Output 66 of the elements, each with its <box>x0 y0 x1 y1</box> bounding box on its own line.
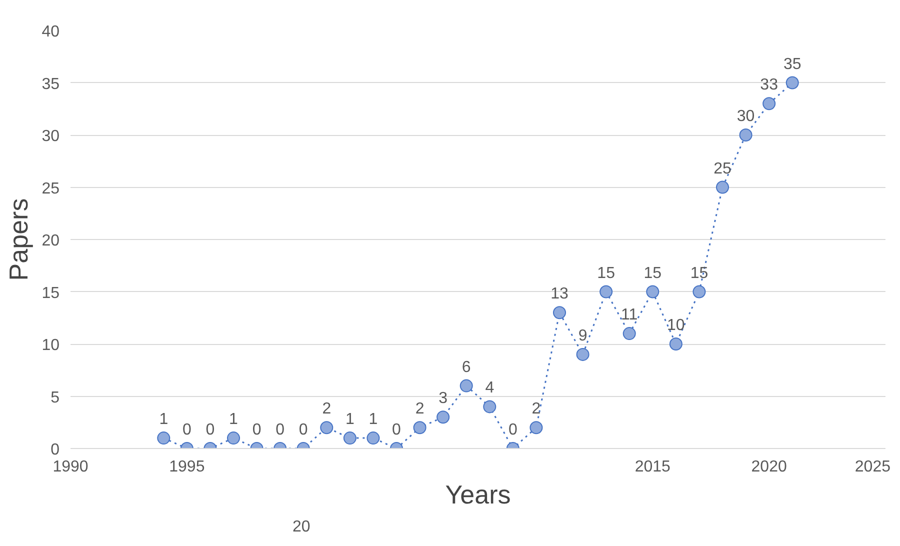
y-tick-label: 35 <box>42 76 60 93</box>
data-label: 0 <box>392 422 402 438</box>
y-tick-label: 5 <box>50 389 60 406</box>
x-tick-label: 1990 <box>52 458 88 476</box>
data-label: 15 <box>597 264 616 282</box>
y-tick-label: 10 <box>42 337 60 354</box>
point <box>646 285 660 298</box>
point <box>320 421 334 434</box>
x-tick-label: 2025 <box>854 458 891 476</box>
y-tick-label: 40 <box>42 24 60 40</box>
data-label: 0 <box>298 422 308 438</box>
x-axis-title: Years <box>445 480 511 510</box>
point <box>622 327 636 340</box>
data-label: 10 <box>667 317 685 334</box>
data-label: 2 <box>532 400 541 418</box>
point <box>483 400 496 414</box>
y-axis-title: Papers <box>4 198 34 281</box>
data-label: 0 <box>252 422 262 438</box>
data-label: 2 <box>322 400 332 418</box>
data-label: 6 <box>462 358 471 376</box>
data-label: 1 <box>229 411 238 428</box>
data-label: 13 <box>550 286 568 303</box>
point <box>157 432 170 445</box>
data-label: 33 <box>760 76 778 94</box>
data-label: 1 <box>345 411 354 428</box>
y-tick-label: 0 <box>50 442 60 458</box>
point <box>762 97 776 110</box>
y-tick-label: 15 <box>42 284 60 302</box>
data-label: 0 <box>508 422 518 438</box>
point <box>576 348 590 361</box>
data-label: 0 <box>276 422 285 438</box>
x-tick-label: 2020 <box>751 458 787 476</box>
point <box>460 379 473 392</box>
x-tick-label: 1995 <box>169 458 205 476</box>
y-tick-label: 20 <box>42 232 60 250</box>
point <box>343 432 356 445</box>
point <box>716 180 729 194</box>
data-label: 11 <box>621 306 638 324</box>
data-label: 25 <box>714 160 732 178</box>
data-label: 35 <box>783 56 802 73</box>
data-label: 1 <box>368 411 378 428</box>
point <box>530 421 543 434</box>
data-label: 0 <box>182 422 192 438</box>
point <box>227 432 240 445</box>
point <box>413 421 426 434</box>
data-label: 3 <box>438 390 448 408</box>
point <box>739 128 752 142</box>
point <box>786 76 799 90</box>
y-tick-label: 25 <box>42 180 60 198</box>
text: 20 <box>292 518 310 536</box>
data-label: 2 <box>415 400 424 418</box>
data-label: 30 <box>736 108 755 125</box>
data-label: 0 <box>206 422 215 438</box>
x-tick-label: 2015 <box>634 458 671 476</box>
point <box>669 338 682 350</box>
point <box>436 410 450 424</box>
point <box>553 306 566 320</box>
data-label: 4 <box>485 380 494 397</box>
data-label: 15 <box>644 264 662 282</box>
data-label: 15 <box>690 264 708 282</box>
point <box>600 285 613 298</box>
y-tick-label: 30 <box>42 128 60 145</box>
point <box>366 432 380 445</box>
data-label: 9 <box>578 327 588 344</box>
point <box>692 285 706 298</box>
data-label: 1 <box>159 411 168 428</box>
